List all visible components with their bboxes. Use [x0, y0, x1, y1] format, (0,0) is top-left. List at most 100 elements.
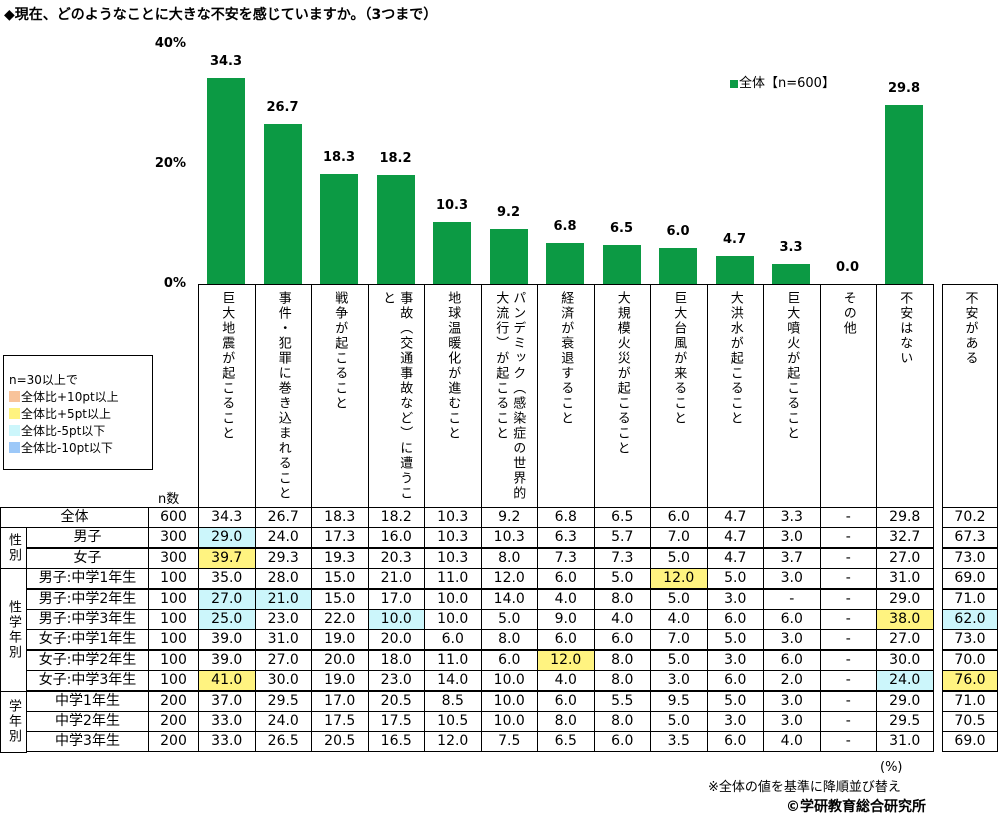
data-cell: 28.0 — [254, 568, 312, 590]
data-cell: 20.3 — [367, 547, 425, 569]
data-cell: 3.0 — [763, 568, 821, 590]
data-cell: 23.0 — [254, 609, 312, 630]
category-header: 事件・犯罪に巻き込まれること — [254, 284, 312, 508]
bar — [772, 264, 810, 284]
row-label: 女子 — [26, 547, 149, 569]
y-tick-label: 0% — [163, 276, 186, 291]
data-cell: - — [819, 711, 877, 732]
category-header: 巨大噴火が起こること — [763, 284, 821, 508]
category-label: 巨大台風が来ること — [671, 291, 687, 426]
data-cell: 17.3 — [311, 527, 369, 549]
data-cell: - — [819, 629, 877, 651]
bar-value-label: 4.7 — [722, 231, 747, 247]
bar-value-label: 3.3 — [779, 240, 803, 256]
bar-value-label: 0.0 — [835, 260, 860, 275]
data-cell: 29.8 — [876, 507, 934, 528]
data-cell: 17.5 — [367, 711, 425, 732]
category-label: 大規模火災が起こること — [614, 291, 630, 456]
legend-swatch — [9, 408, 20, 419]
row-label: 男子:中学2年生 — [26, 588, 149, 610]
n-cell: 600 — [148, 507, 199, 528]
legend-label: 全体【n=600】 — [739, 76, 835, 91]
data-cell: 3.0 — [706, 711, 764, 732]
data-cell: 71.0 — [942, 588, 998, 610]
bar — [659, 248, 697, 284]
data-cell: 17.0 — [367, 588, 425, 610]
data-cell: 6.0 — [537, 568, 595, 590]
bar — [602, 245, 641, 284]
data-cell: 5.5 — [593, 690, 651, 712]
data-cell: 4.0 — [537, 670, 595, 692]
data-cell: 8.0 — [593, 588, 651, 610]
data-cell: 8.0 — [593, 670, 651, 692]
data-cell: 69.0 — [942, 731, 998, 753]
data-cell: 70.5 — [942, 711, 998, 732]
legend-item-label: 全体比+10pt以上 — [21, 390, 119, 404]
data-cell: 21.0 — [367, 568, 425, 590]
data-cell: 6.0 — [706, 670, 764, 692]
data-cell: 6.0 — [537, 690, 595, 712]
category-header: 事故（交通事故など）に遭うこと — [367, 284, 425, 508]
row-label: 男子:中学3年生 — [26, 609, 149, 630]
data-cell: 29.0 — [876, 690, 934, 712]
n-cell: 100 — [148, 649, 199, 671]
data-cell: 27.0 — [876, 629, 934, 651]
n-cell: 100 — [148, 588, 199, 610]
data-cell: 73.0 — [942, 629, 998, 651]
category-label: 不安がある — [962, 291, 978, 366]
y-tick-label: 20% — [154, 156, 186, 171]
data-cell: 4.0 — [537, 588, 595, 610]
data-cell: 62.0 — [942, 609, 998, 630]
data-cell: 5.0 — [650, 711, 708, 732]
data-cell: 20.5 — [367, 690, 425, 712]
n-cell: 200 — [148, 690, 199, 712]
highlight-legend: n=30以上で 全体比+10pt以上 全体比+5pt以上 全体比-5pt以下 全体比-… — [3, 355, 153, 470]
data-cell: 3.0 — [650, 670, 708, 692]
data-cell: 31.0 — [254, 629, 312, 651]
data-cell: 4.0 — [650, 609, 708, 630]
category-header: 巨大地震が起こること — [198, 284, 256, 508]
data-cell: 4.0 — [593, 609, 651, 630]
data-cell: 3.0 — [763, 711, 821, 732]
data-cell: 27.0 — [876, 547, 934, 569]
data-cell: 31.0 — [876, 731, 934, 753]
bar-value-label: 18.3 — [322, 150, 356, 166]
data-cell: 29.3 — [254, 547, 312, 569]
legend-title: n=30以上で — [9, 373, 78, 387]
category-label: 事件・犯罪に巻き込まれること — [275, 291, 291, 501]
data-cell: 6.0 — [537, 629, 595, 651]
data-cell: 24.0 — [254, 711, 312, 732]
data-cell: 6.3 — [537, 527, 595, 549]
bar — [433, 222, 471, 284]
data-cell: 26.7 — [254, 507, 312, 528]
data-cell: - — [819, 568, 877, 590]
data-cell: 19.0 — [311, 670, 369, 692]
data-cell: 24.0 — [876, 670, 934, 692]
row-label: 男子:中学1年生 — [26, 568, 149, 590]
data-cell: 9.5 — [650, 690, 708, 712]
data-cell: 3.5 — [650, 731, 708, 753]
data-cell: 6.0 — [763, 649, 821, 671]
data-cell: 5.7 — [593, 527, 651, 549]
category-header: 大規模火災が起こること — [593, 284, 651, 508]
bar — [715, 255, 754, 284]
data-cell: 4.7 — [706, 547, 764, 569]
data-cell: 12.0 — [537, 649, 595, 671]
legend-item: 全体比+10pt以上 — [9, 389, 152, 406]
data-cell: 33.0 — [198, 731, 256, 753]
data-cell: 12.0 — [480, 568, 538, 590]
data-cell: 4.7 — [706, 527, 764, 549]
data-cell: 29.0 — [876, 588, 934, 610]
n-cell: 100 — [148, 670, 199, 692]
data-cell: 15.0 — [311, 588, 369, 610]
data-cell: - — [819, 731, 877, 753]
legend-swatch — [9, 425, 20, 436]
data-cell: 32.7 — [876, 527, 934, 549]
data-cell: 6.0 — [593, 629, 651, 651]
bar — [489, 228, 528, 284]
data-cell: 5.0 — [706, 568, 764, 590]
legend-item: 全体比-10pt以下 — [9, 440, 152, 457]
unit-label: (%) — [880, 760, 903, 775]
data-cell: 6.5 — [537, 731, 595, 753]
data-cell: 23.0 — [367, 670, 425, 692]
